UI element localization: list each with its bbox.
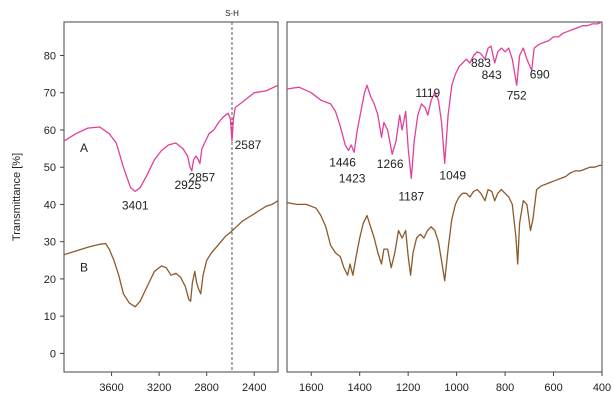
y-tick-label: 30 xyxy=(44,237,56,249)
peak-label-3401: 3401 xyxy=(122,198,149,212)
y-tick-label: 40 xyxy=(44,199,56,211)
right-panel-frame xyxy=(286,21,603,373)
series-a-line xyxy=(286,21,603,180)
x-tick-label: 1400 xyxy=(347,382,371,394)
y-tick-label: 10 xyxy=(44,311,56,323)
x-tick-label: 3600 xyxy=(99,382,123,394)
peak-label-1266: 1266 xyxy=(377,157,404,171)
peak-label-1423: 1423 xyxy=(339,171,366,185)
peak-label-752: 752 xyxy=(507,88,527,102)
y-tick-label: 70 xyxy=(44,88,56,100)
series-a-label: A xyxy=(80,141,88,155)
y-tick-label: 50 xyxy=(44,162,56,174)
series-group xyxy=(63,21,603,308)
y-tick-label: 60 xyxy=(44,125,56,137)
x-ticks-group: 3600 3200 2800 2400 1600 1400 1200 1000 800 600 40… xyxy=(99,372,611,394)
x-tick-label: 600 xyxy=(544,382,562,394)
peak-label-2857: 2857 xyxy=(189,170,216,184)
peak-label-2587: 2587 xyxy=(235,138,262,152)
x-tick-label: 3200 xyxy=(147,382,171,394)
peak-label-883: 883 xyxy=(471,56,491,70)
x-tick-label: 2800 xyxy=(194,382,218,394)
series-b-line xyxy=(63,200,279,308)
peak-label-1446: 1446 xyxy=(329,155,356,169)
series-labels-group: AB xyxy=(80,141,88,274)
peak-label-1187: 1187 xyxy=(398,189,424,203)
left-panel-frame xyxy=(63,21,279,373)
y-tick-label: 0 xyxy=(50,348,56,360)
y-tick-label: 80 xyxy=(44,51,56,63)
series-b-line xyxy=(286,164,602,282)
x-tick-label: 2400 xyxy=(242,382,266,394)
x-tick-label: 1000 xyxy=(444,382,468,394)
y-axis-label: Transmittance [%] xyxy=(11,153,23,241)
series-b-label: B xyxy=(80,260,88,274)
x-tick-label: 1600 xyxy=(299,382,323,394)
sh-annotation-label: S-H xyxy=(225,9,239,18)
x-tick-label: 400 xyxy=(593,382,611,394)
x-tick-label: 800 xyxy=(496,382,514,394)
peak-label-2925: 2925 xyxy=(174,178,201,192)
peak-label-690: 690 xyxy=(530,67,550,81)
series-a-line xyxy=(63,84,279,193)
peak-label-1119: 1119 xyxy=(415,86,440,100)
x-tick-label: 1200 xyxy=(396,382,420,394)
peak-label-843: 843 xyxy=(482,68,502,82)
y-tick-label: 20 xyxy=(44,274,56,286)
peak-label-1049: 1049 xyxy=(439,168,466,182)
y-ticks-group: 0 10 20 30 40 50 60 70 80 xyxy=(44,51,64,360)
